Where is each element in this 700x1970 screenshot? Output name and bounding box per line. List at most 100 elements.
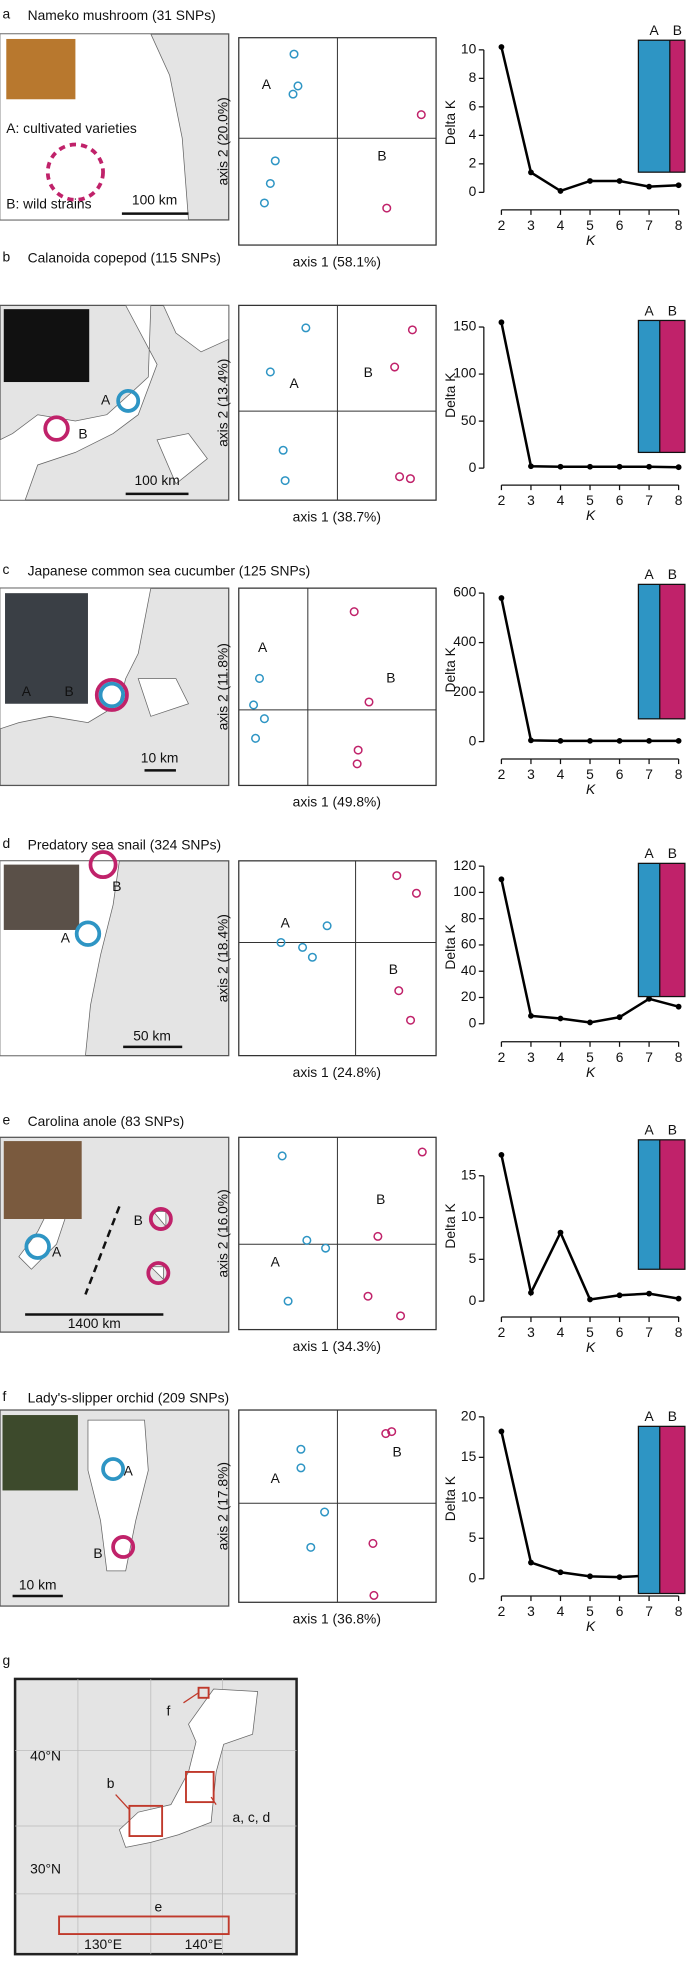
x-tick-label: 8 — [675, 1603, 683, 1619]
x-axis-label: axis 1 (49.8%) — [293, 794, 381, 810]
map-label: A — [52, 1244, 62, 1260]
plot-frame — [238, 587, 437, 787]
delta-k-point — [557, 463, 564, 470]
delta-k-point — [498, 1428, 505, 1435]
panel-title: Predatory sea snail (324 SNPs) — [28, 836, 221, 852]
land — [149, 1266, 164, 1281]
y-axis-label: axis 2 (11.8%) — [214, 643, 230, 730]
delta-k-point — [616, 737, 623, 744]
map-label: A — [61, 929, 71, 945]
plot-frame — [238, 860, 437, 1057]
panel-letter: a — [3, 6, 11, 22]
y-axis-label: axis 2 (13.4%) — [214, 359, 230, 447]
inset-label: B — [668, 845, 677, 861]
land — [152, 1211, 167, 1228]
y-tick-label: 0 — [469, 1569, 477, 1585]
delta-k-point — [587, 178, 593, 184]
x-tick-label: 3 — [527, 1603, 535, 1619]
map-label: 10 km — [19, 1577, 57, 1593]
delta-k-point — [616, 1574, 623, 1581]
panel-letter: b — [3, 248, 11, 264]
x-tick-label: 7 — [645, 492, 653, 508]
delta-k-point — [528, 1289, 534, 1296]
x-tick-label: 2 — [498, 492, 506, 508]
land — [118, 1688, 259, 1848]
leader — [115, 1794, 130, 1811]
land — [0, 305, 158, 501]
x-tick-label: 4 — [557, 1603, 565, 1619]
delta-k-point — [616, 178, 623, 184]
point — [277, 1151, 287, 1161]
x-tick-label: 2 — [498, 217, 506, 233]
structure-a — [638, 320, 660, 453]
map-label: A — [22, 683, 32, 699]
point — [293, 81, 303, 91]
y-tick-label: 150 — [453, 318, 476, 334]
y-tick-label: 0 — [469, 183, 477, 199]
delta-k-point — [675, 737, 682, 744]
group-label: A — [258, 639, 268, 655]
x-axis-label: axis 1 (36.8%) — [293, 1611, 381, 1627]
x-tick-label: 8 — [675, 217, 683, 233]
map-label: 100 km — [134, 472, 179, 488]
x-axis-label: axis 1 (38.7%) — [293, 508, 381, 524]
delta-k-point — [587, 737, 593, 744]
x-tick-label: 8 — [675, 492, 683, 508]
point — [280, 476, 290, 486]
x-tick-label: 2 — [498, 1324, 506, 1340]
y-tick-label: 60 — [461, 936, 477, 952]
x-tick-label: 2 — [498, 1049, 506, 1065]
x-tick-label: 4 — [557, 1324, 565, 1340]
study-area — [128, 1804, 164, 1837]
point — [373, 1231, 383, 1241]
x-axis-label: axis 1 (24.8%) — [293, 1064, 381, 1080]
site-circle — [111, 1535, 136, 1559]
group-label: A — [271, 1470, 281, 1486]
x-axis-label: K — [586, 507, 596, 523]
x-tick-label: 4 — [557, 766, 565, 782]
x-tick-label: 8 — [675, 1324, 683, 1340]
y-tick-label: 20 — [461, 1408, 477, 1424]
land — [162, 305, 230, 353]
x-tick-label: 3 — [527, 217, 535, 233]
delta-k-point — [557, 737, 564, 744]
x-axis-label: K — [586, 781, 596, 797]
point — [320, 1507, 330, 1517]
x-tick-label: 5 — [586, 1603, 594, 1619]
structure-frame — [637, 319, 686, 454]
group-label: B — [364, 364, 373, 380]
point — [369, 1590, 379, 1600]
panel-letter: g — [3, 1652, 11, 1668]
point — [363, 1291, 373, 1301]
x-tick-label: 6 — [616, 1603, 624, 1619]
structure-b — [659, 1426, 685, 1594]
point — [251, 733, 261, 743]
map-label: B — [78, 425, 87, 441]
y-tick-label: 0 — [469, 459, 477, 475]
group-label: A — [262, 76, 272, 92]
map-label: 40°N — [30, 1748, 61, 1764]
y-tick-label: 20 — [461, 988, 477, 1004]
structure-b — [669, 40, 685, 173]
photo — [5, 593, 88, 704]
map-label: 50 km — [133, 1027, 171, 1043]
study-area — [58, 1915, 230, 1936]
photo — [3, 309, 90, 383]
y-tick-label: 400 — [453, 633, 476, 649]
structure-b — [659, 584, 685, 719]
x-tick-label: 6 — [616, 492, 624, 508]
delta-k-point — [557, 1015, 564, 1022]
site-circle — [43, 415, 70, 442]
structure-frame — [637, 583, 686, 720]
delta-k-point — [557, 1569, 564, 1576]
y-axis-label: Delta K — [442, 372, 458, 418]
map-label: 1400 km — [68, 1315, 121, 1331]
panel-title: Carolina anole (83 SNPs) — [28, 1113, 185, 1129]
point — [321, 1243, 331, 1253]
panel-title: Nameko mushroom (31 SNPs) — [28, 7, 216, 23]
inset-label: B — [668, 1408, 677, 1424]
study-area — [185, 1771, 215, 1804]
land — [137, 678, 190, 717]
y-tick-label: 0 — [469, 1014, 477, 1030]
